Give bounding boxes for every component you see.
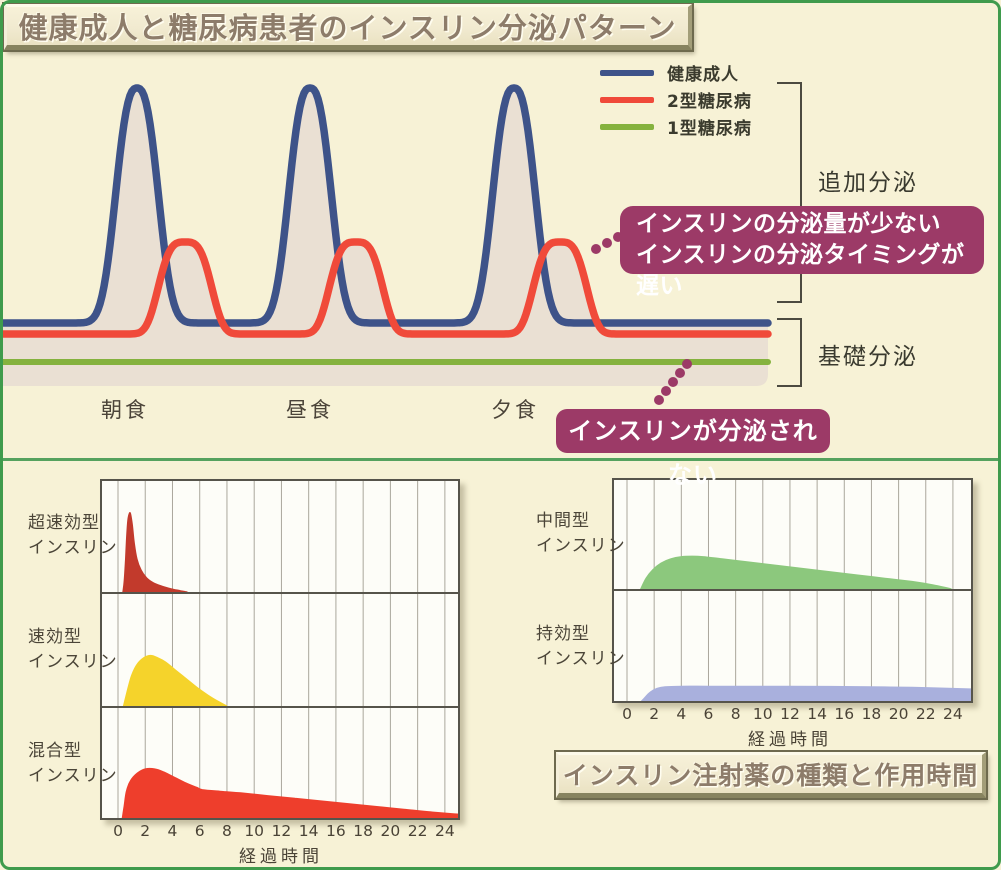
tick-label: 0 [113, 822, 123, 840]
basal-secretion-bracket [777, 318, 802, 387]
leader-dot [675, 368, 685, 378]
tick-label: 14 [807, 705, 827, 723]
meal-label: 朝食 [101, 398, 149, 422]
top-title-box: 健康成人と糖尿病患者のインスリン分泌パターン [2, 2, 694, 52]
tick-label: 18 [353, 822, 374, 840]
action-time-chart-right [612, 478, 973, 703]
callout-secretion-deficiency: インスリンの分泌量が少ない インスリンの分泌タイミングが遅い [620, 206, 984, 299]
series-line-0 [0, 84, 772, 327]
panel-label-超速効型インスリン: 超速効型 インスリン [28, 513, 118, 558]
tick-label: 6 [194, 822, 205, 840]
tick-label: 10 [244, 822, 265, 840]
tick-label: 12 [271, 822, 292, 840]
area-中間型インスリン [639, 555, 952, 590]
panel-background [100, 479, 460, 820]
tick-label: 12 [780, 705, 800, 723]
area-混合型インスリン [121, 767, 459, 820]
section-divider [0, 458, 1001, 461]
leader-dot [661, 386, 671, 396]
legend-label: 2型糖尿病 [667, 92, 752, 112]
series-line-1 [0, 238, 772, 338]
panel-label-中間型インスリン: 中間型 インスリン [536, 511, 626, 556]
legend-swatch [600, 123, 654, 130]
panel-frame [612, 478, 973, 703]
leader-dot [591, 244, 601, 254]
panel-label-持効型インスリン: 持効型 インスリン [536, 623, 626, 669]
callout-no-secretion: インスリンが分泌されない [556, 409, 830, 489]
tick-label: 0 [622, 705, 632, 723]
legend-label: 1型糖尿病 [667, 119, 752, 139]
area-layer [121, 512, 459, 820]
legend-swatch [600, 69, 654, 76]
tick-label: 20 [380, 822, 401, 840]
secretion-fill-band [0, 88, 768, 386]
tick-label: 18 [861, 705, 882, 723]
tick-label: 8 [730, 705, 741, 723]
tick-label: 8 [222, 822, 232, 840]
tick-label: 14 [298, 822, 319, 840]
legend-item-0: 健康成人 [600, 59, 752, 86]
panel-label-速効型インスリン: 速効型 インスリン [28, 627, 118, 672]
elapsed-time-label-right: 経過時間 [748, 730, 832, 750]
legend: 健康成人 2型糖尿病 1型糖尿病 [600, 59, 752, 140]
elapsed-time-label-left: 経過時間 [239, 847, 323, 867]
tick-label: 4 [167, 822, 178, 840]
additional-secretion-label: 追加分泌 [818, 170, 918, 196]
area-速効型インスリン [122, 654, 228, 707]
meal-label: 昼食 [286, 398, 334, 422]
callout-line-2: インスリンの分泌タイミングが遅い [636, 242, 965, 299]
legend-swatch [600, 96, 654, 103]
legend-item-2: 1型糖尿病 [600, 113, 752, 140]
tick-label: 16 [834, 705, 855, 723]
tick-label: 6 [703, 705, 714, 723]
area-超速効型インスリン [122, 512, 188, 593]
meal-label: 夕食 [491, 398, 539, 422]
tick-label: 16 [326, 822, 346, 840]
leader-dot [602, 238, 612, 248]
panel-label-混合型インスリン: 混合型 インスリン [28, 740, 118, 786]
secretion-pattern-chart [0, 84, 772, 405]
area-layer [639, 555, 972, 703]
panel-frame [100, 479, 460, 820]
basal-secretion-label: 基礎分泌 [818, 344, 918, 370]
tick-label: 20 [888, 705, 909, 723]
callout-line-1: インスリンの分泌量が少ない [636, 211, 942, 237]
tick-label: 2 [649, 705, 660, 723]
tick-label: 22 [915, 705, 936, 723]
bottom-title-box: インスリン注射薬の種類と作用時間 [554, 750, 988, 800]
additional-secretion-bracket [777, 82, 802, 303]
bottom-title: インスリン注射薬の種類と作用時間 [562, 761, 979, 790]
leader-dot [654, 395, 664, 405]
leader-dot [668, 377, 678, 387]
leader-dot [682, 359, 692, 369]
action-time-chart-left [100, 479, 460, 820]
tick-label: 24 [435, 822, 455, 840]
top-title: 健康成人と糖尿病患者のインスリン分泌パターン [18, 11, 677, 45]
legend-label: 健康成人 [667, 65, 739, 85]
area-持効型インスリン [639, 685, 972, 703]
tick-label: 2 [140, 822, 151, 840]
tick-label: 22 [407, 822, 428, 840]
tick-label: 10 [752, 705, 773, 723]
tick-label: 4 [676, 705, 687, 723]
legend-item-1: 2型糖尿病 [600, 86, 752, 113]
tick-label: 24 [943, 705, 963, 723]
